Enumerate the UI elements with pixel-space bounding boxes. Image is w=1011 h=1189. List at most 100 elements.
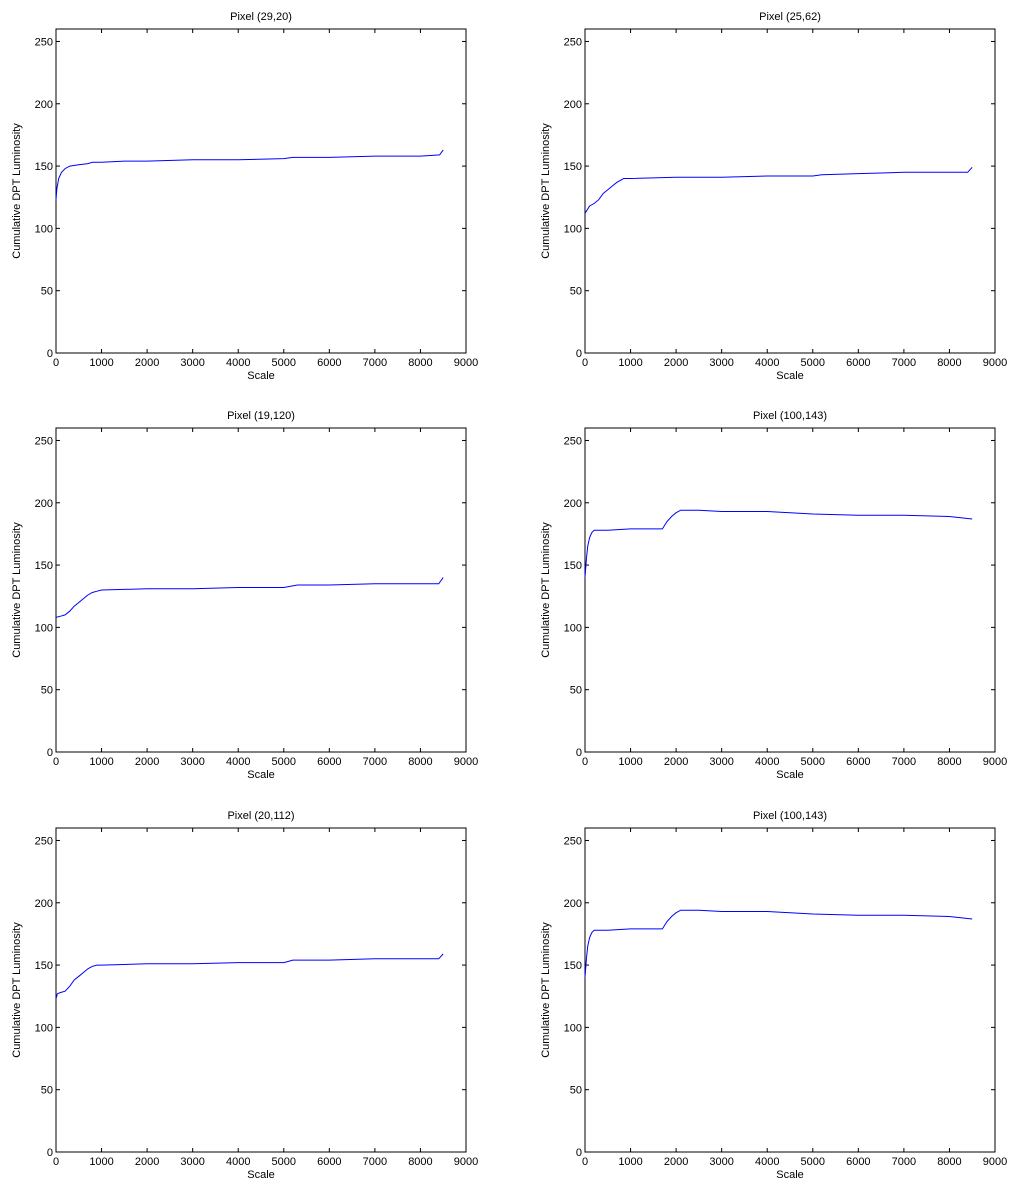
chart-title: Pixel (20,112)	[227, 810, 294, 822]
chart-title: Pixel (29,20)	[230, 11, 292, 23]
x-tick-label: 9000	[454, 1156, 478, 1168]
series-line	[584, 166, 973, 214]
x-tick-label: 0	[53, 756, 59, 768]
x-tick-label: 6000	[317, 357, 341, 369]
y-tick-label: 150	[564, 960, 582, 972]
x-tick-label: 2000	[135, 756, 159, 768]
x-tick-label: 6000	[846, 1156, 870, 1168]
x-tick-label: 8000	[937, 357, 961, 369]
x-tick-label: 8000	[408, 357, 432, 369]
y-tick-label: 250	[564, 435, 582, 447]
y-tick-label: 100	[35, 1022, 53, 1034]
x-tick-label: 6000	[846, 756, 870, 768]
x-tick-label: 0	[582, 357, 588, 369]
y-tick-label: 50	[41, 1085, 53, 1097]
x-tick-label: 0	[53, 1156, 59, 1168]
series-line	[55, 149, 444, 200]
x-tick-label: 9000	[983, 357, 1007, 369]
y-tick-label: 250	[35, 435, 53, 447]
chart-panel-4: 0 1000 2000 3000 4000 5000 6000 7000 8000 9000 0 50…	[540, 410, 1007, 781]
y-axis-label: Cumulative DPT Luminosity	[11, 522, 23, 658]
x-tick-label: 7000	[363, 357, 387, 369]
x-tick-label: 4000	[226, 1156, 250, 1168]
y-tick-label: 200	[564, 99, 582, 111]
plot-frame	[55, 28, 467, 354]
x-tick-label: 6000	[846, 357, 870, 369]
y-tick-label: 0	[576, 348, 582, 360]
plot-frame	[55, 427, 467, 753]
y-tick-label: 0	[576, 1147, 582, 1159]
x-tick-label: 4000	[755, 756, 779, 768]
y-tick-label: 0	[47, 747, 53, 759]
x-tick-label: 7000	[892, 1156, 916, 1168]
x-tick-label: 5000	[272, 357, 296, 369]
x-tick-label: 8000	[408, 1156, 432, 1168]
x-tick-label: 5000	[272, 1156, 296, 1168]
y-tick-label: 150	[564, 161, 582, 173]
x-tick-label: 0	[582, 756, 588, 768]
x-tick-label: 5000	[801, 756, 825, 768]
x-tick-label: 7000	[363, 756, 387, 768]
chart-title: Pixel (25,62)	[759, 11, 821, 23]
x-tick-label: 5000	[801, 357, 825, 369]
y-tick-label: 50	[570, 685, 582, 697]
x-tick-label: 2000	[664, 357, 688, 369]
x-tick-label: 6000	[317, 756, 341, 768]
x-axis-label: Scale	[247, 1169, 275, 1181]
y-axis-label: Cumulative DPT Luminosity	[540, 522, 552, 658]
y-tick-label: 200	[35, 498, 53, 510]
chart-panel-2: 0 1000 2000 3000 4000 5000 6000 7000 8000 9000 0 50…	[540, 11, 1007, 382]
y-tick-label: 100	[564, 223, 582, 235]
x-tick-label: 2000	[135, 1156, 159, 1168]
series-line	[584, 909, 973, 978]
x-tick-label: 3000	[709, 1156, 733, 1168]
x-tick-label: 9000	[983, 1156, 1007, 1168]
y-tick-label: 250	[564, 36, 582, 48]
x-tick-label: 1000	[618, 756, 642, 768]
x-tick-label: 3000	[709, 357, 733, 369]
x-tick-label: 0	[53, 357, 59, 369]
y-tick-label: 150	[564, 560, 582, 572]
x-tick-label: 1000	[89, 1156, 113, 1168]
y-tick-label: 200	[35, 99, 53, 111]
x-axis-label: Scale	[776, 370, 804, 382]
chart-panel-5: 0 1000 2000 3000 4000 5000 6000 7000 8000 9000 0 50…	[11, 810, 478, 1181]
y-tick-label: 100	[564, 1022, 582, 1034]
x-tick-label: 8000	[937, 1156, 961, 1168]
y-tick-label: 100	[35, 622, 53, 634]
chart-panel-1: 0 1000 2000 3000 4000 5000 6000 7000 8000 9000 0 50…	[11, 11, 478, 382]
x-tick-label: 3000	[180, 357, 204, 369]
plot-frame	[584, 427, 996, 753]
x-tick-label: 3000	[709, 756, 733, 768]
x-tick-label: 7000	[892, 756, 916, 768]
y-tick-label: 50	[570, 286, 582, 298]
x-tick-label: 5000	[272, 756, 296, 768]
x-tick-label: 9000	[454, 357, 478, 369]
x-tick-label: 4000	[226, 756, 250, 768]
y-tick-label: 200	[35, 898, 53, 910]
x-axis-label: Scale	[776, 769, 804, 781]
y-tick-label: 0	[47, 1147, 53, 1159]
plot-frame	[584, 827, 996, 1153]
x-tick-label: 4000	[755, 1156, 779, 1168]
y-tick-label: 0	[576, 747, 582, 759]
x-tick-label: 6000	[317, 1156, 341, 1168]
chart-panel-6: 0 1000 2000 3000 4000 5000 6000 7000 8000 9000 0 50…	[540, 810, 1007, 1181]
x-tick-label: 4000	[226, 357, 250, 369]
y-tick-label: 50	[41, 286, 53, 298]
y-tick-label: 150	[35, 161, 53, 173]
y-tick-label: 100	[564, 622, 582, 634]
y-tick-label: 150	[35, 560, 53, 572]
chart-title: Pixel (19,120)	[227, 410, 295, 422]
x-tick-label: 3000	[180, 1156, 204, 1168]
y-tick-label: 250	[35, 36, 53, 48]
chart-title: Pixel (100,143)	[753, 810, 827, 822]
x-tick-label: 4000	[755, 357, 779, 369]
plot-frame	[55, 827, 467, 1153]
x-tick-label: 1000	[89, 756, 113, 768]
y-tick-label: 50	[570, 1085, 582, 1097]
y-axis-label: Cumulative DPT Luminosity	[11, 123, 23, 259]
y-tick-label: 0	[47, 348, 53, 360]
